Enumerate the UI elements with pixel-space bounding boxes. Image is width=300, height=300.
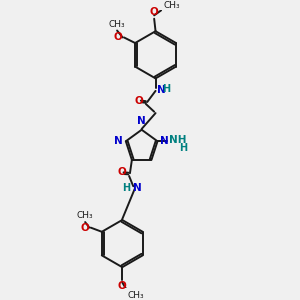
Text: O: O — [114, 32, 123, 43]
Text: O: O — [118, 167, 127, 177]
Text: CH₃: CH₃ — [164, 1, 181, 10]
Text: NH: NH — [169, 135, 187, 145]
Text: CH₃: CH₃ — [77, 211, 94, 220]
Text: H: H — [122, 183, 130, 193]
Text: O: O — [118, 281, 127, 291]
Text: CH₃: CH₃ — [109, 20, 125, 28]
Text: O: O — [134, 96, 143, 106]
Text: N: N — [160, 136, 169, 146]
Text: N: N — [137, 116, 146, 126]
Text: N: N — [133, 183, 142, 193]
Text: H: H — [163, 84, 171, 94]
Text: O: O — [81, 223, 89, 232]
Text: N: N — [114, 136, 123, 146]
Text: N: N — [157, 85, 166, 94]
Text: O: O — [150, 7, 158, 17]
Text: CH₃: CH₃ — [128, 291, 144, 300]
Text: H: H — [179, 143, 187, 153]
